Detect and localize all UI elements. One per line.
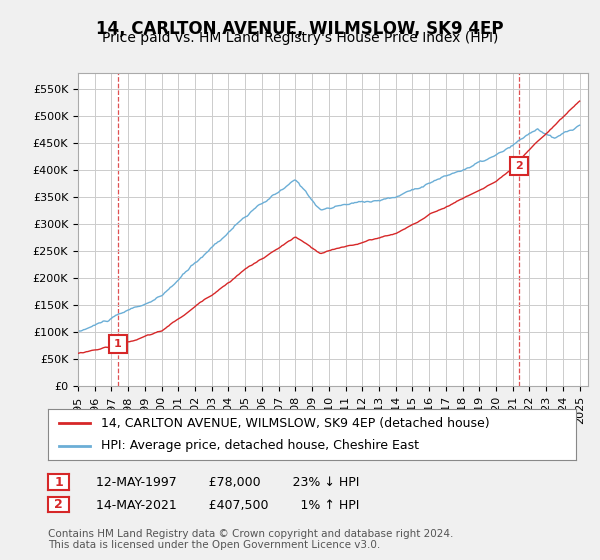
Text: Price paid vs. HM Land Registry's House Price Index (HPI): Price paid vs. HM Land Registry's House … — [102, 31, 498, 45]
Text: This data is licensed under the Open Government Licence v3.0.: This data is licensed under the Open Gov… — [48, 540, 380, 550]
Text: 2: 2 — [54, 498, 63, 511]
Text: 12-MAY-1997        £78,000        23% ↓ HPI: 12-MAY-1997 £78,000 23% ↓ HPI — [96, 476, 359, 489]
Text: 1: 1 — [54, 475, 63, 489]
Text: Contains HM Land Registry data © Crown copyright and database right 2024.: Contains HM Land Registry data © Crown c… — [48, 529, 454, 539]
Text: 1: 1 — [114, 339, 122, 349]
Text: 2: 2 — [515, 161, 523, 171]
Text: 14-MAY-2021        £407,500        1% ↑ HPI: 14-MAY-2021 £407,500 1% ↑ HPI — [96, 498, 359, 512]
Text: 14, CARLTON AVENUE, WILMSLOW, SK9 4EP (detached house): 14, CARLTON AVENUE, WILMSLOW, SK9 4EP (d… — [101, 417, 490, 430]
Text: HPI: Average price, detached house, Cheshire East: HPI: Average price, detached house, Ches… — [101, 440, 419, 452]
Text: 14, CARLTON AVENUE, WILMSLOW, SK9 4EP: 14, CARLTON AVENUE, WILMSLOW, SK9 4EP — [96, 20, 504, 38]
